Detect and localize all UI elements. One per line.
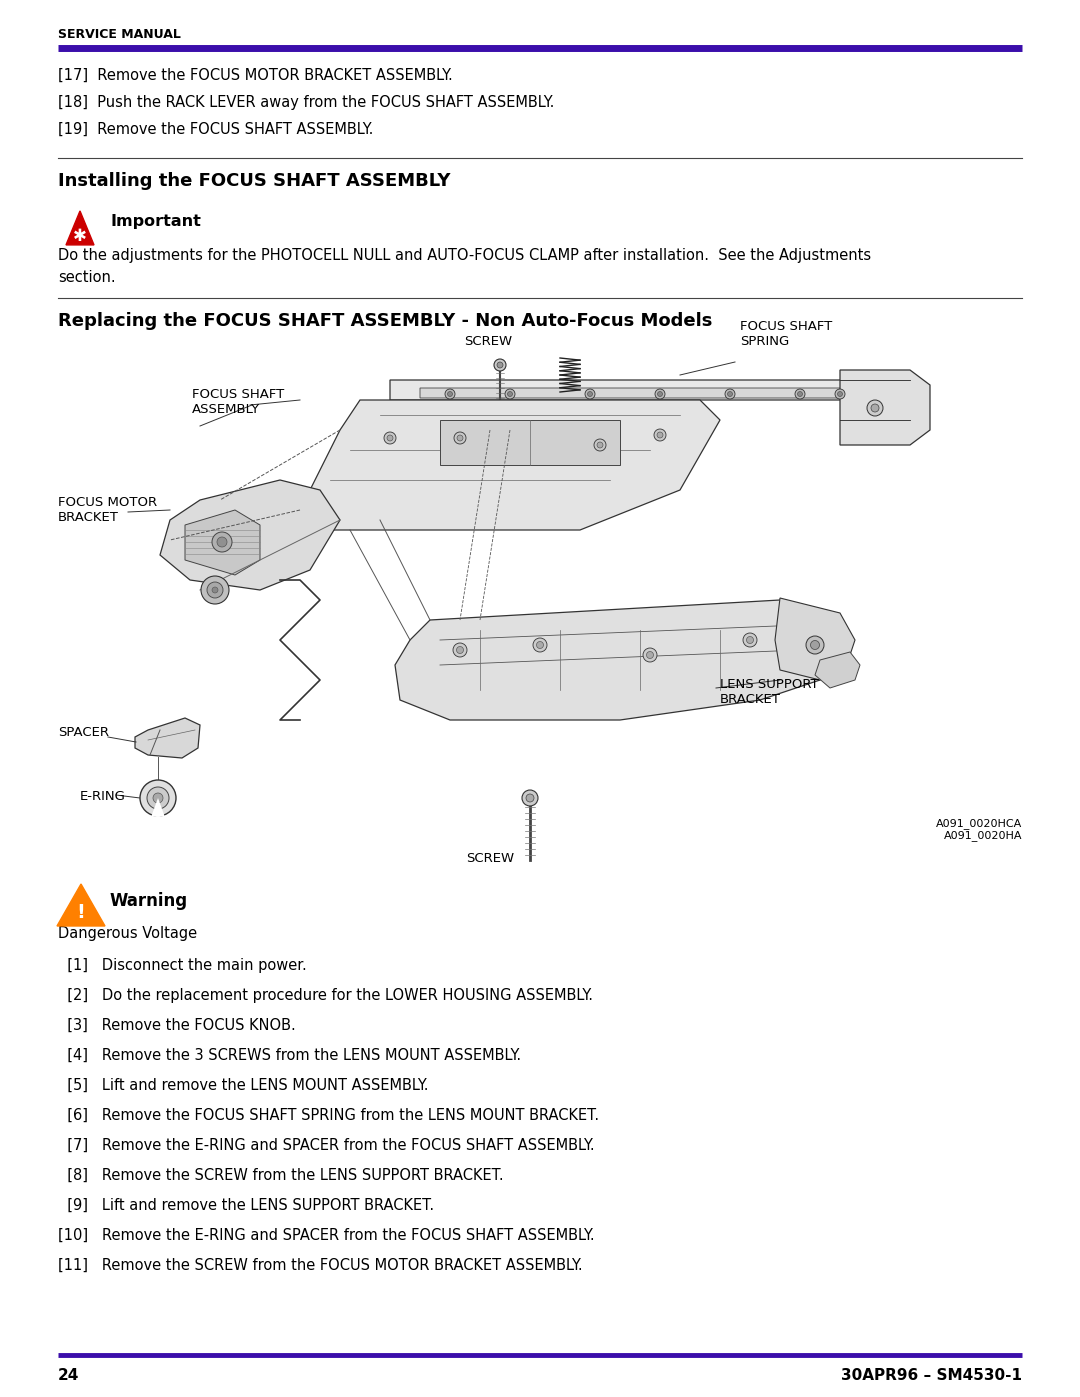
Polygon shape: [775, 598, 855, 680]
Text: LENS SUPPORT
BRACKET: LENS SUPPORT BRACKET: [720, 678, 819, 705]
Circle shape: [588, 391, 593, 397]
Circle shape: [837, 391, 842, 397]
Polygon shape: [185, 510, 260, 576]
Circle shape: [453, 643, 467, 657]
Text: 24: 24: [58, 1368, 79, 1383]
Polygon shape: [390, 380, 900, 415]
Polygon shape: [420, 388, 885, 409]
Circle shape: [597, 441, 603, 448]
Circle shape: [526, 793, 534, 802]
Text: [5]   Lift and remove the LENS MOUNT ASSEMBLY.: [5] Lift and remove the LENS MOUNT ASSEM…: [58, 1078, 429, 1092]
Circle shape: [147, 787, 168, 809]
Circle shape: [140, 780, 176, 816]
Circle shape: [494, 359, 507, 372]
Wedge shape: [151, 798, 164, 817]
Circle shape: [457, 434, 463, 441]
Circle shape: [384, 432, 396, 444]
Circle shape: [728, 391, 732, 397]
Text: [17]  Remove the FOCUS MOTOR BRACKET ASSEMBLY.: [17] Remove the FOCUS MOTOR BRACKET ASSE…: [58, 68, 453, 82]
Text: SCREW: SCREW: [464, 335, 512, 348]
Text: Installing the FOCUS SHAFT ASSEMBLY: Installing the FOCUS SHAFT ASSEMBLY: [58, 172, 450, 190]
Text: FOCUS MOTOR
BRACKET: FOCUS MOTOR BRACKET: [58, 496, 157, 524]
Circle shape: [505, 388, 515, 400]
Text: Replacing the FOCUS SHAFT ASSEMBLY - Non Auto-Focus Models: Replacing the FOCUS SHAFT ASSEMBLY - Non…: [58, 312, 713, 330]
Polygon shape: [66, 211, 94, 244]
Text: [4]   Remove the 3 SCREWS from the LENS MOUNT ASSEMBLY.: [4] Remove the 3 SCREWS from the LENS MO…: [58, 1048, 522, 1063]
Circle shape: [643, 648, 657, 662]
Text: SERVICE MANUAL: SERVICE MANUAL: [58, 28, 180, 41]
Circle shape: [658, 391, 662, 397]
Text: [8]   Remove the SCREW from the LENS SUPPORT BRACKET.: [8] Remove the SCREW from the LENS SUPPO…: [58, 1168, 503, 1183]
Circle shape: [654, 388, 665, 400]
Circle shape: [647, 651, 653, 658]
Circle shape: [657, 432, 663, 439]
Text: section.: section.: [58, 270, 116, 285]
Circle shape: [387, 434, 393, 441]
Text: [10]   Remove the E-RING and SPACER from the FOCUS SHAFT ASSEMBLY.: [10] Remove the E-RING and SPACER from t…: [58, 1228, 595, 1243]
Text: Warning: Warning: [110, 893, 188, 909]
Text: Do the adjustments for the PHOTOCELL NULL and AUTO-FOCUS CLAMP after installatio: Do the adjustments for the PHOTOCELL NUL…: [58, 249, 872, 263]
Circle shape: [534, 638, 546, 652]
Text: SCREW: SCREW: [465, 852, 514, 865]
Text: FOCUS SHAFT
SPRING: FOCUS SHAFT SPRING: [740, 320, 833, 348]
Text: [1]   Disconnect the main power.: [1] Disconnect the main power.: [58, 958, 307, 972]
Text: [7]   Remove the E-RING and SPACER from the FOCUS SHAFT ASSEMBLY.: [7] Remove the E-RING and SPACER from th…: [58, 1139, 595, 1153]
Text: A091_0020HCA
A091_0020HA: A091_0020HCA A091_0020HA: [935, 819, 1022, 841]
Circle shape: [447, 391, 453, 397]
Text: [19]  Remove the FOCUS SHAFT ASSEMBLY.: [19] Remove the FOCUS SHAFT ASSEMBLY.: [58, 122, 374, 137]
Polygon shape: [440, 420, 620, 465]
Circle shape: [457, 647, 463, 654]
Circle shape: [654, 429, 666, 441]
Polygon shape: [840, 370, 930, 446]
Text: ✱: ✱: [73, 226, 86, 244]
Circle shape: [806, 636, 824, 654]
Circle shape: [746, 637, 754, 644]
Text: [9]   Lift and remove the LENS SUPPORT BRACKET.: [9] Lift and remove the LENS SUPPORT BRA…: [58, 1199, 434, 1213]
Text: Dangerous Voltage: Dangerous Voltage: [58, 926, 198, 942]
Circle shape: [867, 400, 883, 416]
Circle shape: [207, 583, 222, 598]
Circle shape: [454, 432, 465, 444]
Polygon shape: [135, 718, 200, 759]
Text: E-RING: E-RING: [80, 789, 126, 803]
Circle shape: [508, 391, 513, 397]
Circle shape: [797, 391, 802, 397]
Circle shape: [585, 388, 595, 400]
Polygon shape: [160, 481, 340, 590]
Circle shape: [795, 388, 805, 400]
Circle shape: [743, 633, 757, 647]
Text: [18]  Push the RACK LEVER away from the FOCUS SHAFT ASSEMBLY.: [18] Push the RACK LEVER away from the F…: [58, 95, 554, 110]
Circle shape: [217, 536, 227, 548]
Text: 30APR96 – SM4530-1: 30APR96 – SM4530-1: [841, 1368, 1022, 1383]
Text: [2]   Do the replacement procedure for the LOWER HOUSING ASSEMBLY.: [2] Do the replacement procedure for the…: [58, 988, 593, 1003]
Circle shape: [835, 388, 845, 400]
Text: SPACER: SPACER: [58, 726, 109, 739]
Text: FOCUS SHAFT
ASSEMBLY: FOCUS SHAFT ASSEMBLY: [192, 388, 284, 416]
Text: [6]   Remove the FOCUS SHAFT SPRING from the LENS MOUNT BRACKET.: [6] Remove the FOCUS SHAFT SPRING from t…: [58, 1108, 599, 1123]
Circle shape: [212, 532, 232, 552]
Circle shape: [201, 576, 229, 604]
Text: [11]   Remove the SCREW from the FOCUS MOTOR BRACKET ASSEMBLY.: [11] Remove the SCREW from the FOCUS MOT…: [58, 1259, 582, 1273]
Text: !: !: [77, 902, 85, 922]
Circle shape: [445, 388, 455, 400]
Circle shape: [522, 789, 538, 806]
Circle shape: [870, 404, 879, 412]
Polygon shape: [815, 652, 860, 687]
Text: Important: Important: [110, 214, 201, 229]
Circle shape: [212, 587, 218, 592]
Polygon shape: [300, 400, 720, 529]
Circle shape: [594, 439, 606, 451]
Polygon shape: [395, 599, 840, 719]
Circle shape: [810, 640, 820, 650]
Circle shape: [497, 362, 503, 367]
Circle shape: [725, 388, 735, 400]
Text: [3]   Remove the FOCUS KNOB.: [3] Remove the FOCUS KNOB.: [58, 1018, 296, 1032]
Circle shape: [153, 793, 163, 803]
Circle shape: [537, 641, 543, 648]
Polygon shape: [57, 884, 105, 926]
